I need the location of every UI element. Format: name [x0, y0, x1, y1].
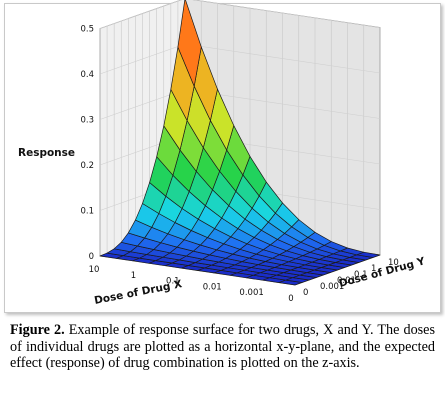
x-tick-label: 1	[131, 271, 136, 281]
y-tick-label: 0.01	[337, 276, 356, 286]
x-axis-title: Dose of Drug X	[93, 278, 183, 307]
response-surface-chart: 00.10.20.30.40.51010.10.010.001000.0010.…	[18, 0, 427, 307]
z-gridline	[99, 0, 381, 29]
z-tick-label: 0.3	[80, 116, 94, 126]
x-tick-label: 0.01	[203, 282, 222, 292]
y-tick-label: 10	[388, 258, 399, 268]
y-tick-label: 0	[303, 288, 308, 298]
figure-caption: Figure 2. Example of response surface fo…	[10, 322, 435, 372]
z-tick-label: 0.1	[80, 207, 94, 217]
x-tick-label: 0.1	[166, 277, 180, 287]
x-tick-label: 0.001	[239, 288, 263, 298]
x-tick-label: 0	[288, 294, 293, 304]
z-tick-label: 0.4	[80, 70, 94, 80]
tick-labels: 00.10.20.30.40.51010.10.010.001000.0010.…	[80, 25, 398, 305]
y-tick-label: 0.1	[354, 270, 368, 280]
caption-text: Example of response surface for two drug…	[10, 322, 436, 372]
z-tick-label: 0.2	[80, 161, 94, 171]
z-tick-label: 0	[89, 252, 94, 262]
x-tick-label: 10	[89, 265, 100, 275]
z-tick-label: 0.5	[80, 25, 94, 35]
surface-cell	[177, 0, 202, 87]
response-surface	[99, 0, 381, 286]
caption-label: Figure 2.	[10, 322, 65, 338]
z-axis-title: Response	[18, 147, 75, 159]
y-tick-label: 1	[371, 264, 376, 274]
y-tick-label: 0.001	[320, 282, 344, 292]
